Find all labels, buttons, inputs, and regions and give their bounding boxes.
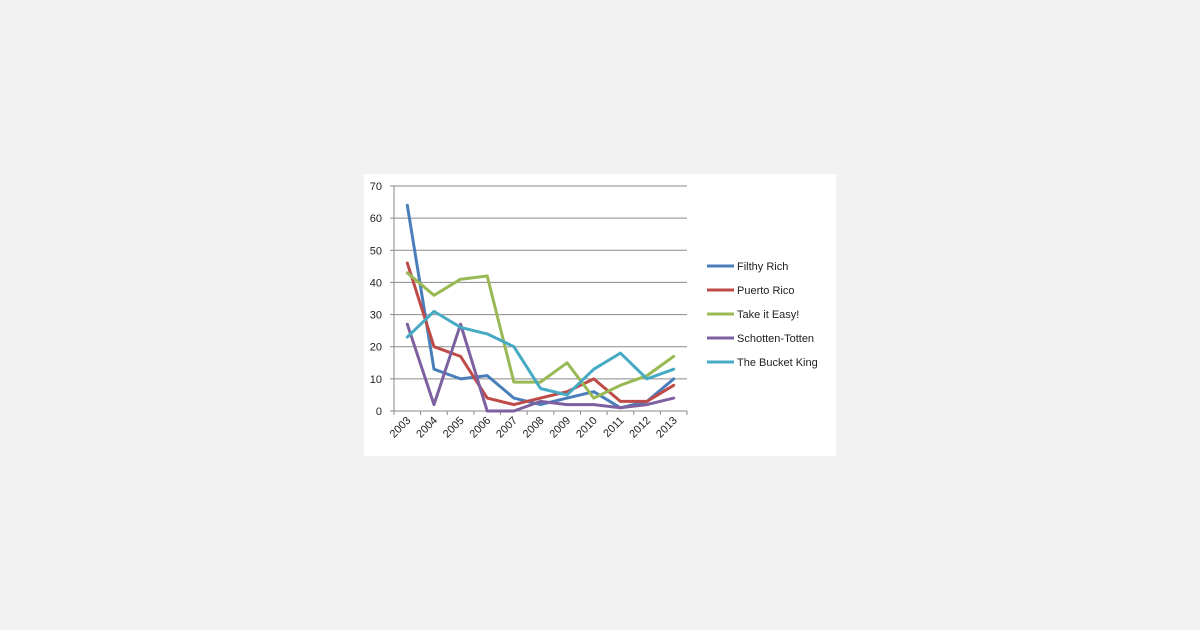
- x-tick-label: 2010: [574, 415, 600, 441]
- legend-label: Puerto Rico: [737, 285, 794, 297]
- y-tick-label: 40: [370, 277, 382, 289]
- y-tick-label: 0: [376, 406, 382, 418]
- x-tick-label: 2003: [388, 415, 414, 441]
- y-tick-label: 20: [370, 342, 382, 354]
- y-tick-label: 10: [370, 374, 382, 386]
- legend-label: Schotten-Totten: [737, 333, 814, 345]
- x-tick-label: 2007: [494, 415, 520, 441]
- x-tick-label: 2009: [547, 415, 573, 441]
- x-tick-label: 2013: [654, 415, 680, 441]
- series-line-filthy-rich: [405, 203, 676, 410]
- x-tick-label: 2008: [521, 415, 547, 441]
- chart-card: 0 10 20 30 40 50 60 70 2003 2004 2005 2006 2007 2008 2…: [364, 174, 836, 456]
- x-tick-label: 2011: [601, 415, 626, 440]
- x-tick-label: 2004: [414, 415, 440, 441]
- y-tick-label: 60: [370, 213, 382, 225]
- legend-label: Filthy Rich: [737, 261, 788, 273]
- series-line-schotten-totten: [405, 322, 676, 413]
- series-line-the-bucket-king: [405, 309, 676, 397]
- legend-label: Take it Easy!: [737, 309, 799, 321]
- series-line-take-it-easy-: [405, 271, 676, 400]
- x-tick-label: 2006: [468, 415, 494, 441]
- legend-label: The Bucket King: [737, 357, 818, 369]
- y-tick-label: 70: [370, 181, 382, 193]
- x-tick-label: 2005: [441, 415, 467, 441]
- x-tick-label: 2012: [627, 415, 653, 441]
- y-tick-label: 50: [370, 245, 382, 257]
- y-tick-label: 30: [370, 310, 382, 322]
